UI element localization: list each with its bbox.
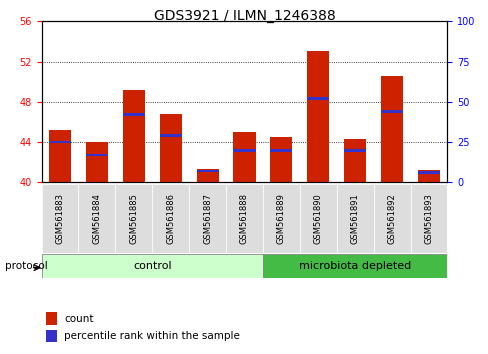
Bar	[122, 90, 144, 182]
Bar	[45, 330, 57, 342]
Text: control: control	[133, 261, 171, 271]
Text: GSM561887: GSM561887	[203, 193, 212, 244]
Text: GSM561888: GSM561888	[240, 193, 248, 244]
Bar	[270, 149, 292, 152]
Bar	[159, 114, 182, 182]
Text: GSM561883: GSM561883	[56, 193, 64, 244]
Bar	[270, 137, 292, 182]
Bar	[417, 171, 439, 174]
Bar	[233, 132, 255, 182]
Text: GDS3921 / ILMN_1246388: GDS3921 / ILMN_1246388	[153, 9, 335, 23]
Bar	[49, 141, 71, 143]
Bar	[189, 184, 225, 253]
Text: GSM561886: GSM561886	[166, 193, 175, 244]
Text: GSM561889: GSM561889	[276, 193, 285, 244]
Bar	[344, 139, 366, 182]
Bar	[225, 184, 263, 253]
Bar	[417, 170, 439, 182]
Bar	[41, 184, 78, 253]
Text: count: count	[64, 314, 93, 324]
Text: protocol: protocol	[5, 261, 47, 271]
Bar	[86, 154, 108, 156]
Bar	[45, 313, 57, 325]
Bar	[373, 184, 410, 253]
Bar	[115, 184, 152, 253]
Bar	[152, 184, 189, 253]
Bar	[159, 134, 182, 137]
Bar	[122, 113, 144, 116]
Bar	[263, 254, 447, 278]
Text: GSM561893: GSM561893	[424, 193, 432, 244]
Bar	[41, 254, 263, 278]
Bar	[344, 149, 366, 152]
Bar	[263, 184, 299, 253]
Text: percentile rank within the sample: percentile rank within the sample	[64, 331, 239, 341]
Bar	[49, 130, 71, 182]
Text: GSM561892: GSM561892	[387, 193, 396, 244]
Bar	[380, 76, 402, 182]
Bar	[196, 169, 218, 182]
Text: microbiota depleted: microbiota depleted	[299, 261, 410, 271]
Text: GSM561891: GSM561891	[350, 193, 359, 244]
Text: GSM561890: GSM561890	[313, 193, 322, 244]
Bar	[299, 184, 336, 253]
Bar	[306, 51, 329, 182]
Text: GSM561884: GSM561884	[92, 193, 101, 244]
Text: GSM561885: GSM561885	[129, 193, 138, 244]
Bar	[306, 97, 329, 100]
Bar	[233, 149, 255, 152]
Bar	[78, 184, 115, 253]
Bar	[86, 142, 108, 182]
Bar	[336, 184, 373, 253]
Bar	[380, 110, 402, 113]
Bar	[196, 170, 218, 172]
Bar	[410, 184, 447, 253]
